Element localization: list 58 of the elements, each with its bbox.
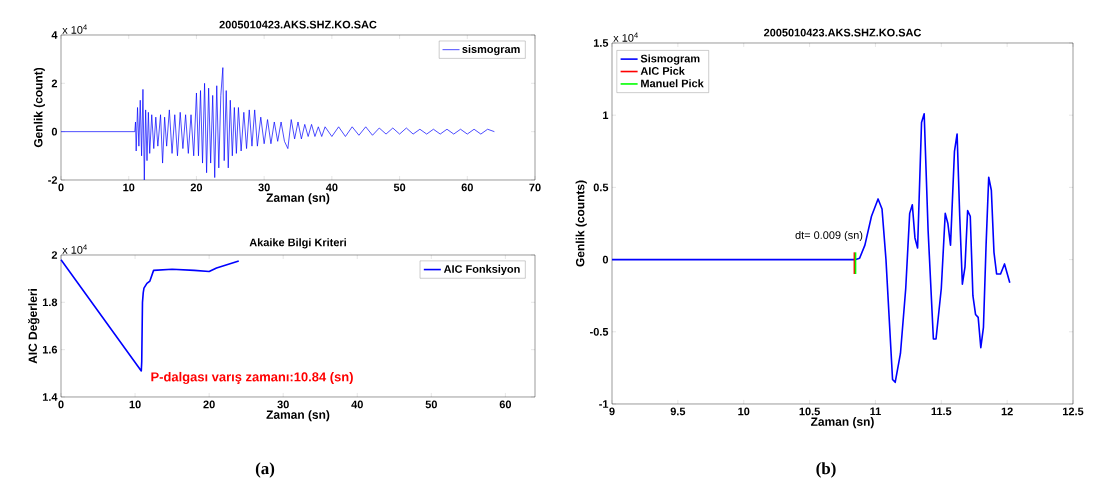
x-tick-label: 10 bbox=[738, 407, 750, 416]
y-tick-label: 1.8 bbox=[42, 298, 58, 307]
x-tick-label: 20 bbox=[203, 400, 215, 409]
x-tick-label: 12.5 bbox=[1063, 407, 1084, 416]
text: (a) bbox=[255, 462, 275, 478]
x-tick-label: 11.5 bbox=[931, 407, 952, 416]
x-tick-label: 30 bbox=[258, 183, 270, 192]
y-tick-label: 1.6 bbox=[42, 345, 58, 354]
legend-label: sismogram bbox=[462, 44, 520, 56]
text: x 10$^{4}$ bbox=[62, 244, 87, 254]
text: x 10$^{4}$ bbox=[62, 24, 87, 34]
annotation: P-dalgası varış zamanı:10.84 (sn) bbox=[151, 371, 353, 385]
legend-label: Manuel Pick bbox=[641, 79, 704, 88]
y-tick-label: -1 bbox=[599, 400, 609, 408]
x-tick-label: 50 bbox=[425, 400, 437, 409]
chart-title: 2005010423.AKS.SHZ.KO.SAC bbox=[764, 28, 922, 37]
y-tick-label: 2 bbox=[51, 251, 58, 259]
x-axis-title: Zaman (sn) bbox=[810, 417, 874, 429]
x-tick-label: 60 bbox=[461, 183, 473, 192]
legend-label: AIC Pick bbox=[640, 66, 685, 75]
y-tick-label: 0 bbox=[602, 255, 609, 264]
chart-title: Akaike Bilgi Kriteri bbox=[249, 238, 346, 249]
y-tick-label: 1.5 bbox=[593, 39, 609, 47]
x-tick-label: 12 bbox=[1001, 407, 1013, 416]
x-tick-label: 40 bbox=[325, 183, 338, 192]
y-tick-label: 1.4 bbox=[42, 393, 58, 401]
y-axis-title: Genlik (counts) bbox=[575, 180, 587, 267]
x-tick-label: 60 bbox=[499, 400, 512, 409]
x-tick-label: 30 bbox=[277, 400, 289, 409]
x-tick-label: 50 bbox=[393, 183, 406, 192]
x-tick-label: 10.5 bbox=[799, 407, 820, 416]
text: x 10$^{4}$ bbox=[613, 32, 638, 42]
y-axis-title: Genlik (count) bbox=[33, 67, 45, 148]
x-tick-label: 40 bbox=[351, 400, 363, 409]
y-tick-label: 0.5 bbox=[593, 183, 609, 192]
x-tick-label: 9.5 bbox=[670, 407, 686, 416]
y-tick-label: -0.5 bbox=[590, 327, 609, 336]
text: (b) bbox=[816, 462, 836, 478]
y-axis-title: AIC Değerleri bbox=[28, 288, 40, 364]
x-tick-label: 11 bbox=[870, 407, 881, 416]
y-tick-label: 1 bbox=[603, 111, 609, 119]
x-tick-label: 10 bbox=[123, 183, 135, 192]
x-tick-label: 10 bbox=[129, 400, 141, 409]
y-tick-label: -2 bbox=[48, 176, 58, 184]
y-tick-label: 2 bbox=[51, 79, 58, 88]
x-tick-label: 0 bbox=[58, 183, 64, 192]
legend-label: AIC Fonksiyon bbox=[443, 264, 520, 276]
x-tick-label: 0 bbox=[58, 400, 64, 409]
x-tick-label: 9 bbox=[609, 407, 615, 416]
legend-label: Sismogram bbox=[640, 54, 700, 65]
annotation: dt= 0.009 (sn) bbox=[795, 230, 863, 242]
x-axis-title: Zaman (sn) bbox=[266, 410, 330, 422]
chart-title: 2005010423.AKS.SHZ.KO.SAC bbox=[219, 20, 377, 29]
y-tick-label: 0 bbox=[51, 127, 58, 136]
x-axis-title: Zaman (sn) bbox=[266, 193, 330, 205]
x-tick-label: 20 bbox=[190, 183, 203, 192]
y-tick-label: 4 bbox=[51, 31, 58, 39]
x-tick-label: 70 bbox=[529, 183, 541, 192]
